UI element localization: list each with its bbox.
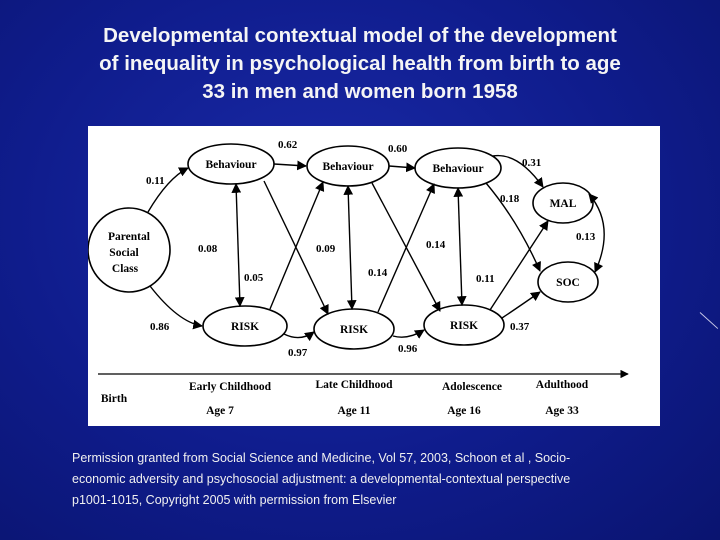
coef-behaviour1-behaviour2: 0.62 <box>278 139 298 151</box>
risk-label-2: RISK <box>340 324 368 336</box>
risk-node-1 <box>202 305 288 347</box>
edge-behaviour1-behaviour2 <box>273 160 307 171</box>
edge-risk1-risk2 <box>283 331 315 342</box>
edge-behaviour1-risk1 <box>231 183 245 307</box>
coef-risk1-risk2: 0.97 <box>288 347 308 359</box>
decorative-line <box>699 312 719 329</box>
coef-behaviour2-risk2: 0.09 <box>316 243 336 255</box>
coef-behaviour3-mal: 0.31 <box>522 157 541 169</box>
coef-class-risk: 0.86 <box>150 321 170 333</box>
coef-risk2-risk3: 0.96 <box>398 343 418 355</box>
edge-mal-soc <box>588 193 605 273</box>
timeline-birth: Birth <box>101 393 128 405</box>
mal-label: MAL <box>550 198 577 210</box>
edge-class-behaviour <box>147 167 189 213</box>
behaviour-label-1: Behaviour <box>205 159 256 171</box>
timeline-stage-3: Adolescence <box>442 381 502 393</box>
edge-risk2-risk3 <box>392 329 425 339</box>
risk-label-1: RISK <box>231 321 259 333</box>
permission-caption: Permission granted from Social Science a… <box>72 448 672 511</box>
parental-class-node <box>88 207 171 293</box>
behaviour-label-3: Behaviour <box>432 163 483 175</box>
coef-mal-soc: 0.13 <box>576 231 596 243</box>
path-diagram-svg: Parental Social Class Behaviour Behaviou… <box>88 139 629 417</box>
timeline-stage-2: Late Childhood <box>315 379 393 391</box>
caption-line-3: p1001-1015, Copyright 2005 with permissi… <box>72 493 397 507</box>
edge-risk3-mal <box>489 220 549 311</box>
coef-behaviour3-risk3: 0.14 <box>426 239 446 251</box>
edge-risk3-soc <box>501 291 541 319</box>
edge-behaviour2-behaviour3 <box>388 162 416 173</box>
behaviour-label-2: Behaviour <box>322 161 373 173</box>
coef-risk3-mal: 0.11 <box>476 273 495 285</box>
caption-line-1: Permission granted from Social Science a… <box>72 451 571 465</box>
timeline-age-2: Age 11 <box>338 405 371 417</box>
coef-behaviour3-soc: 0.18 <box>500 193 520 205</box>
timeline-age-1: Age 7 <box>206 405 234 417</box>
edge-behaviour2-risk2 <box>343 185 357 310</box>
coef-behaviour1-risk1: 0.08 <box>198 243 218 255</box>
timeline-stage-1: Early Childhood <box>189 381 272 393</box>
coef-class-behaviour: 0.11 <box>146 175 165 187</box>
timeline-age-3: Age 16 <box>447 405 481 417</box>
risk-label-3: RISK <box>450 320 478 332</box>
path-diagram: Parental Social Class Behaviour Behaviou… <box>88 126 660 426</box>
edge-behaviour3-risk3 <box>453 187 467 306</box>
timeline-stage-4: Adulthood <box>536 379 589 391</box>
timeline-age-4: Age 33 <box>545 405 579 417</box>
edge-risk1-behaviour2 <box>269 181 325 310</box>
soc-node <box>537 261 599 303</box>
edge-behaviour3-mal <box>492 154 544 188</box>
coef-risk2-behaviour3: 0.14 <box>368 267 388 279</box>
edge-behaviour3-soc <box>485 182 541 272</box>
edge-behaviour2-risk3 <box>371 182 441 312</box>
slide-title: Developmental contextual model of the de… <box>20 22 700 106</box>
title-line-3: 33 in men and women born 1958 <box>202 80 518 103</box>
title-line-2: of inequality in psychological health fr… <box>99 52 621 75</box>
edge-class-risk <box>149 285 203 330</box>
soc-label: SOC <box>556 277 580 289</box>
caption-line-2: economic adversity and psychosocial adju… <box>72 472 571 486</box>
coef-behaviour2-behaviour3: 0.60 <box>388 143 408 155</box>
parental-class-label-2: Social <box>109 247 138 259</box>
parental-class-label-1: Parental <box>108 231 150 243</box>
coef-risk1-behaviour2: 0.05 <box>244 272 264 284</box>
title-line-1: Developmental contextual model of the de… <box>103 24 617 47</box>
edge-behaviour1-risk2 <box>263 180 329 315</box>
parental-class-label-3: Class <box>112 263 139 275</box>
coef-risk3-soc: 0.37 <box>510 321 530 333</box>
